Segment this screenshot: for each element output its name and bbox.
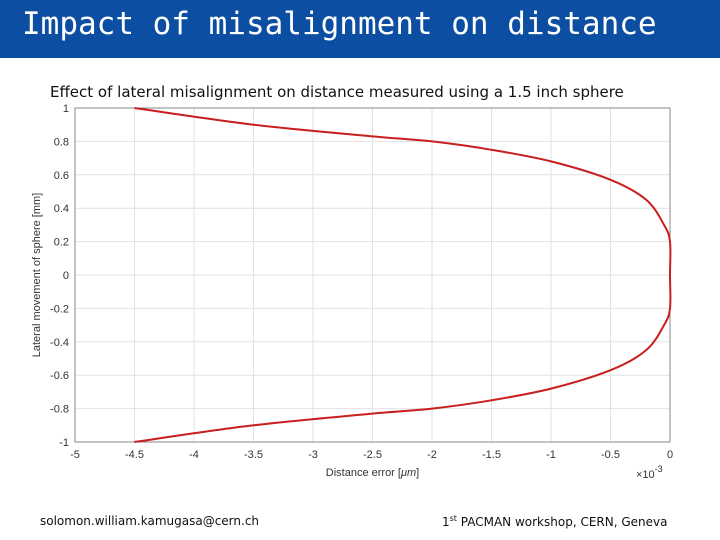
x-exponent-label: ×10-3 <box>636 464 663 481</box>
x-tick-label: -1 <box>546 449 556 461</box>
x-tick-label: -3 <box>308 449 318 461</box>
x-tick-label: -5 <box>70 449 80 461</box>
series-group <box>134 107 672 443</box>
x-tick-label: -4.5 <box>125 449 144 461</box>
y-tick-label: -1 <box>59 437 69 449</box>
x-tick-labels: -5 -4.5 -4 -3.5 -3 -2.5 -2 -1.5 -1 -0.5 0 <box>70 449 673 461</box>
series-line <box>134 107 672 443</box>
y-tick-label: 0.4 <box>54 203 69 215</box>
x-tick-label: -1.5 <box>482 449 501 461</box>
x-tick-label: -2.5 <box>363 449 382 461</box>
y-tick-label: 0.6 <box>54 170 69 182</box>
footer-email: solomon.william.kamugasa@cern.ch <box>40 514 260 528</box>
x-tick-label: 0 <box>667 449 673 461</box>
y-tick-label: -0.8 <box>50 404 69 416</box>
y-tick-label: -0.6 <box>50 370 69 382</box>
y-tick-label: 1 <box>63 103 69 115</box>
slide-title: Impact of misalignment on distance <box>22 6 657 42</box>
chart-grid <box>74 107 671 443</box>
chart-title: Effect of lateral misalignment on distan… <box>50 83 624 101</box>
y-tick-label: -0.2 <box>50 303 69 315</box>
x-axis-label: Distance error [μm] <box>326 467 419 479</box>
y-tick-label: 0 <box>63 270 69 282</box>
y-tick-label: 0.8 <box>54 136 69 148</box>
y-tick-label: -0.4 <box>50 337 69 349</box>
x-tick-label: -3.5 <box>244 449 263 461</box>
title-bar <box>0 0 720 58</box>
y-axis-label: Lateral movement of sphere [mm] <box>31 193 43 357</box>
footer-event: 1st PACMAN workshop, CERN, Geneva <box>442 514 668 529</box>
x-tick-label: -0.5 <box>601 449 620 461</box>
x-tick-label: -4 <box>189 449 199 461</box>
x-tick-label: -2 <box>427 449 437 461</box>
y-tick-label: 0.2 <box>54 237 69 249</box>
y-tick-labels: -1 -0.8 -0.6 -0.4 -0.2 0 0.2 0.4 0.6 0.8 1 <box>50 103 69 449</box>
